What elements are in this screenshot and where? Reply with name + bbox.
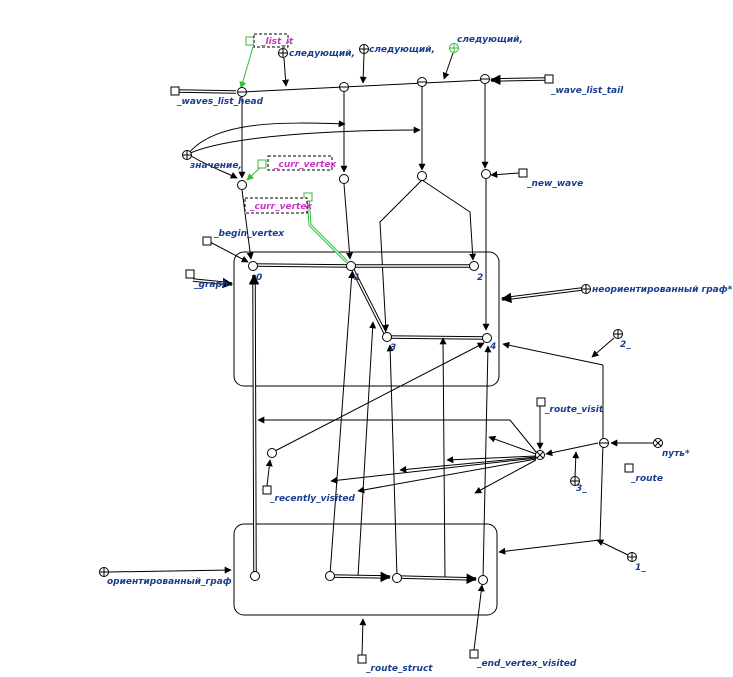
route-visit-cross-node xyxy=(535,450,545,460)
route-element-2 xyxy=(325,571,335,581)
curr-vertex-a-box xyxy=(267,155,333,171)
vertex-3-number: 3 xyxy=(390,343,396,353)
next-node-3 xyxy=(449,43,459,53)
nodes xyxy=(99,36,663,664)
wave-list-tail-label: _wave_list_tail xyxy=(550,86,624,96)
begin-vertex-node xyxy=(202,236,212,246)
route-node xyxy=(624,463,634,473)
recently-visited-node xyxy=(262,485,272,495)
role-arrows xyxy=(498,337,653,556)
value-label: значение, xyxy=(189,161,242,171)
undirected-graph-contour xyxy=(233,251,500,387)
route-minus-node xyxy=(599,438,609,448)
labels: _list_it следующий, следующий, следующий… xyxy=(107,35,733,674)
next-label-3: следующий, xyxy=(457,35,523,45)
recently-visited-label: _recently_visited xyxy=(269,494,355,504)
graph-node xyxy=(185,269,195,279)
vertex-0-number: 0 xyxy=(256,273,262,283)
new-wave-label: _new_wave xyxy=(526,179,583,189)
graph-label: _graph xyxy=(193,280,228,290)
wave-node-2 xyxy=(339,82,349,92)
route-visit-node xyxy=(536,397,546,407)
next-label-2: следующий, xyxy=(369,45,435,55)
wave-node-1 xyxy=(237,87,247,97)
waves-list-head-node xyxy=(170,86,180,96)
route-element-4 xyxy=(478,575,488,585)
route-element-1 xyxy=(250,571,260,581)
curr-vertex-b-node xyxy=(303,192,313,202)
wave-list xyxy=(177,46,546,179)
recently-visited-element xyxy=(267,448,277,458)
directed-graph-label: ориентированный_граф xyxy=(107,577,232,587)
list-it-node xyxy=(245,36,255,46)
next-label-1: следующий, xyxy=(289,49,355,59)
route-struct-arcs xyxy=(107,271,492,656)
route-visit-label: _route_visit xyxy=(544,405,604,415)
vertex-1 xyxy=(346,261,356,271)
num-1-label: 1_ xyxy=(635,563,646,573)
route-element-3 xyxy=(392,573,402,583)
end-vertex-visited-label: _end_vertex_visited xyxy=(476,659,577,669)
next-node-1 xyxy=(278,48,288,58)
num-1-node xyxy=(627,552,637,562)
path-label: путь* xyxy=(662,449,690,459)
curr-vertex-a-label: _curr_vertex xyxy=(273,160,337,170)
vertex-4-number: 4 xyxy=(489,342,496,352)
num-2-node xyxy=(613,329,623,339)
curr-vertex-b-label: _curr_vertex xyxy=(249,202,313,212)
curr-vertex-b-box xyxy=(244,197,308,214)
num-3-node xyxy=(570,476,580,486)
num-3-label: 3_ xyxy=(576,484,587,494)
route-struct-contour xyxy=(233,523,498,616)
route-struct-node xyxy=(357,654,367,664)
route-label: _route xyxy=(630,474,663,484)
route-visit-fan xyxy=(257,342,537,494)
wave-node-3 xyxy=(417,77,427,87)
wave-element-3 xyxy=(417,171,427,181)
wave-element-1 xyxy=(237,180,247,190)
end-vertex-visited-node xyxy=(469,649,479,659)
directed-graph-node xyxy=(99,567,109,577)
list-it-label: _list_it xyxy=(260,37,294,47)
new-wave-node xyxy=(518,168,528,178)
wave-element-2 xyxy=(339,174,349,184)
vertex-0 xyxy=(248,261,258,271)
value-arcs xyxy=(187,120,421,179)
next-node-2 xyxy=(359,44,369,54)
value-node xyxy=(182,150,192,160)
curr-vertex-a-node xyxy=(257,159,267,169)
path-node xyxy=(653,438,663,448)
vertex-1-number: 1 xyxy=(354,273,360,283)
begin-vertex-label: _begin_vertex xyxy=(213,229,285,239)
undirected-graph-node xyxy=(581,284,591,294)
num-2-label: 2_ xyxy=(620,340,631,350)
vertex-2 xyxy=(469,261,479,271)
vertex-3 xyxy=(382,332,392,342)
route-struct-label: _route_struct xyxy=(365,664,433,674)
wave-element-4 xyxy=(481,169,491,179)
curr-vertex-links xyxy=(241,165,520,332)
undirected-edges xyxy=(192,241,583,340)
list-it-box xyxy=(253,33,289,48)
wave-node-4 xyxy=(480,74,490,84)
vertex-2-number: 2 xyxy=(477,273,483,283)
waves-list-head-label: _waves_list_head xyxy=(176,97,264,107)
vertex-4 xyxy=(482,333,492,343)
undirected-graph-label: неориентированный граф* xyxy=(592,285,733,295)
wave-list-tail-node xyxy=(544,74,554,84)
